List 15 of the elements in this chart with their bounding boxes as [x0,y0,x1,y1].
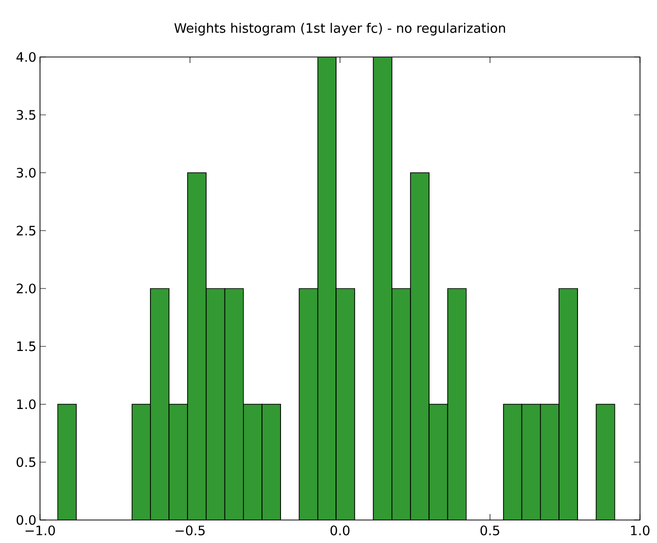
y-tick-label: 2.5 [16,226,36,236]
y-tick-label: 2.0 [16,284,36,294]
y-tick-label: 3.0 [16,168,36,178]
y-tick-label: 0.5 [16,457,36,468]
x-tick-label: 0.0 [330,526,350,536]
chart-title: Weights histogram (1st layer fc) - no regularization [174,22,506,36]
x-tick-label: −1.0 [26,526,55,536]
x-tick-label: −0.5 [176,526,205,536]
y-tick-label: 1.5 [17,342,36,352]
y-tick-label: 0.0 [16,515,36,525]
y-tick-label: 4.0 [16,52,36,62]
y-tick-label: 3.5 [16,110,36,120]
x-tick-label: 0.5 [480,526,500,536]
x-tick-label: 1.0 [631,526,650,536]
y-tick-label: 1.0 [17,399,36,410]
